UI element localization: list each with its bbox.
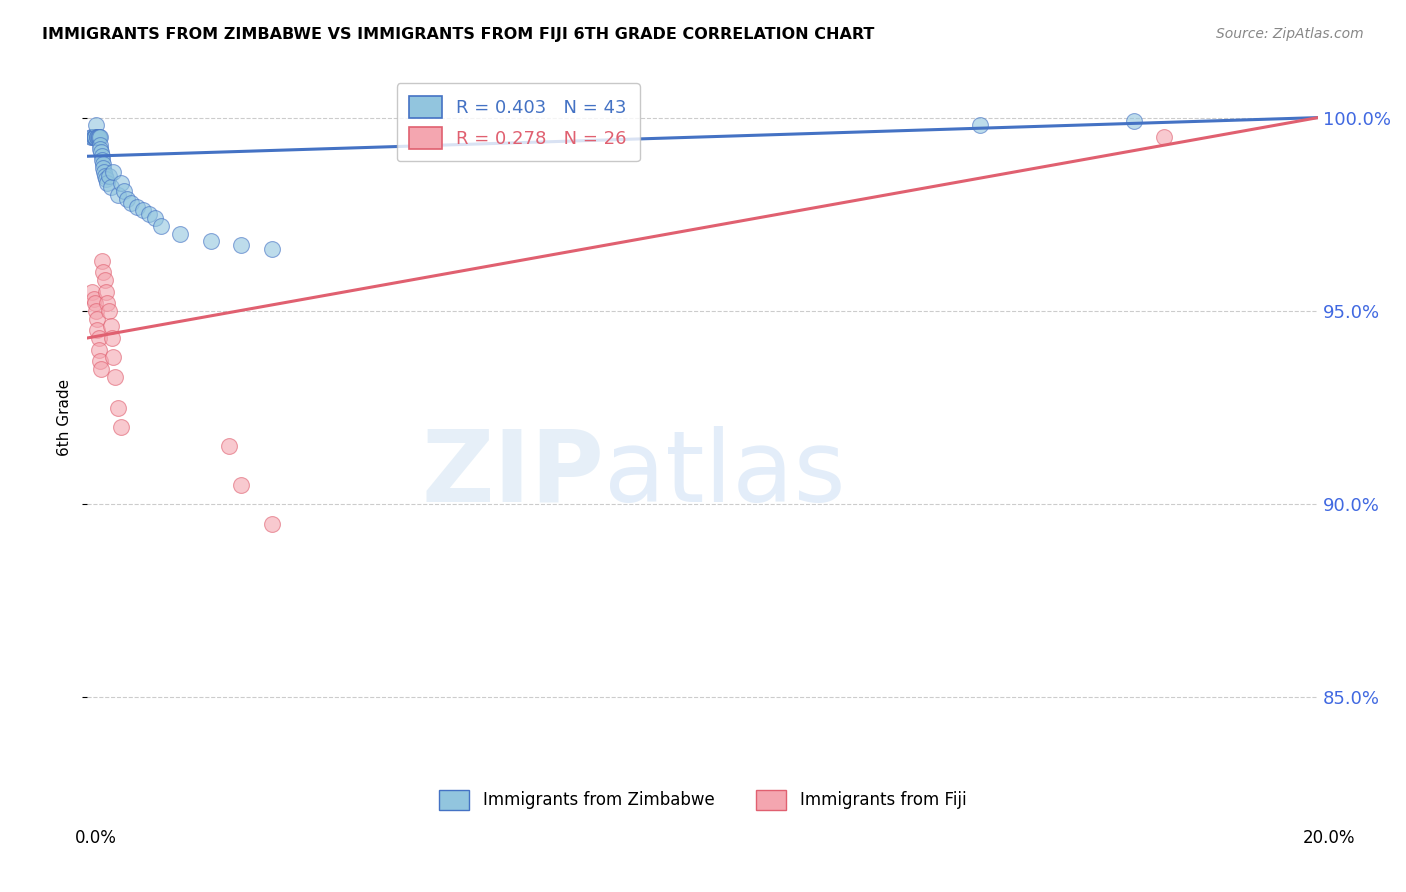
Point	[86, 129, 108, 144]
Point	[91, 265, 114, 279]
Point	[98, 169, 121, 183]
Text: 20.0%: 20.0%	[1302, 829, 1355, 847]
Point	[84, 118, 107, 132]
Point	[83, 296, 105, 310]
Point	[132, 203, 155, 218]
Point	[90, 145, 112, 160]
Point	[90, 362, 112, 376]
Point	[84, 304, 107, 318]
Point	[101, 331, 124, 345]
Point	[169, 227, 191, 241]
Point	[260, 516, 283, 531]
Point	[83, 129, 105, 144]
Text: atlas: atlas	[605, 425, 846, 523]
Point	[89, 129, 111, 144]
Point	[1153, 129, 1175, 144]
Point	[89, 129, 111, 144]
Point	[103, 165, 125, 179]
Point	[100, 319, 122, 334]
Point	[103, 351, 125, 365]
Point	[96, 296, 118, 310]
Point	[110, 177, 132, 191]
Point	[86, 311, 108, 326]
Point	[260, 242, 283, 256]
Point	[82, 129, 104, 144]
Point	[87, 331, 110, 345]
Legend: Immigrants from Zimbabwe, Immigrants from Fiji: Immigrants from Zimbabwe, Immigrants fro…	[433, 783, 973, 816]
Point	[90, 149, 112, 163]
Point	[83, 129, 105, 144]
Point	[117, 192, 139, 206]
Point	[112, 184, 135, 198]
Point	[89, 354, 111, 368]
Point	[98, 304, 121, 318]
Point	[82, 285, 104, 299]
Point	[94, 172, 117, 186]
Point	[107, 188, 129, 202]
Text: 0.0%: 0.0%	[75, 829, 117, 847]
Point	[96, 177, 118, 191]
Point	[231, 478, 253, 492]
Point	[83, 293, 105, 307]
Y-axis label: 6th Grade: 6th Grade	[58, 378, 72, 456]
Point	[200, 235, 222, 249]
Point	[104, 369, 127, 384]
Point	[93, 273, 115, 287]
Point	[89, 137, 111, 152]
Point	[138, 207, 160, 221]
Point	[100, 180, 122, 194]
Point	[84, 129, 107, 144]
Point	[231, 238, 253, 252]
Point	[86, 129, 108, 144]
Point	[91, 253, 114, 268]
Point	[91, 153, 114, 168]
Point	[218, 439, 240, 453]
Point	[93, 165, 115, 179]
Point	[93, 169, 115, 183]
Text: ZIP: ZIP	[422, 425, 605, 523]
Point	[120, 195, 142, 210]
Point	[93, 161, 115, 175]
Point	[79, 129, 101, 144]
Point	[94, 285, 117, 299]
Point	[87, 129, 110, 144]
Text: Source: ZipAtlas.com: Source: ZipAtlas.com	[1216, 27, 1364, 41]
Point	[87, 129, 110, 144]
Point	[107, 401, 129, 415]
Point	[89, 142, 111, 156]
Point	[91, 157, 114, 171]
Point	[1122, 114, 1144, 128]
Point	[969, 118, 991, 132]
Point	[150, 219, 173, 233]
Point	[110, 420, 132, 434]
Point	[89, 343, 111, 357]
Point	[86, 323, 108, 337]
Point	[143, 211, 166, 226]
Text: IMMIGRANTS FROM ZIMBABWE VS IMMIGRANTS FROM FIJI 6TH GRADE CORRELATION CHART: IMMIGRANTS FROM ZIMBABWE VS IMMIGRANTS F…	[42, 27, 875, 42]
Point	[83, 129, 105, 144]
Point	[125, 200, 148, 214]
